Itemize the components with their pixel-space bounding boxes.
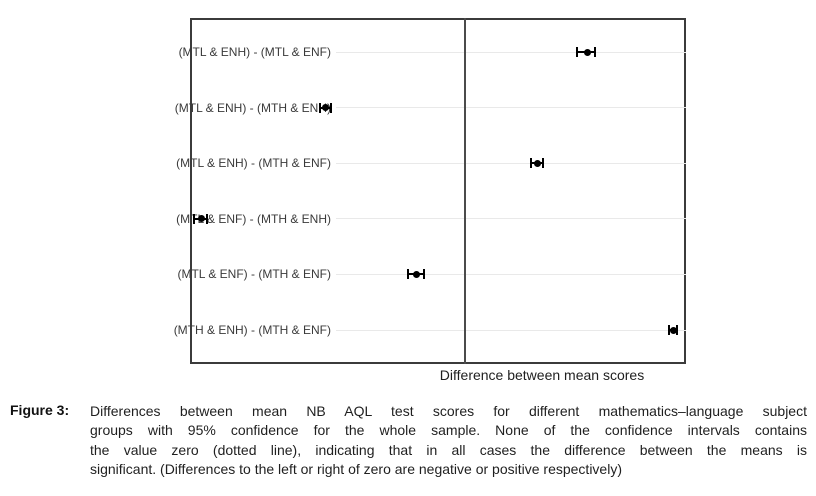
plot-area [190,18,686,364]
caption-line: Differences between mean NB AQL test sco… [90,403,807,419]
mean-dot [412,270,420,278]
ci-upper-cap [676,325,678,335]
row-label: (MTL & ENF) - (MTH & ENF) [177,267,331,282]
figure-caption-label: Figure 3: [10,402,70,418]
caption-line: groups with 95% confidence for the whole… [90,422,807,439]
ci-upper-cap [423,269,425,280]
ci-upper-cap [594,47,596,57]
mean-dot [669,326,677,334]
row-label: (MTL & ENF) - (MTH & ENH) [176,211,331,226]
ci-lower-cap [576,47,578,57]
figure-caption-text: Differences between mean NB AQL test sco… [90,402,807,480]
ci-lower-cap [530,158,532,169]
plot-border [190,18,686,364]
caption-line: the value zero (dotted line), indicating… [90,441,807,458]
ci-lower-cap [193,213,195,224]
caption-line: significant. (Differences to the left or… [90,461,622,478]
row-gridline [336,218,686,220]
mean-dot [583,48,591,56]
row-label: (MTL & ENH) - (MTH & ENH) [174,100,331,115]
ci-upper-cap [206,213,208,224]
ci-lower-cap [319,102,321,113]
ci-upper-cap [330,102,332,113]
mean-dot [533,159,541,167]
row-label: (MTH & ENH) - (MTH & ENF) [173,323,331,337]
ci-lower-cap [668,325,670,335]
row-label: (MTL & ENH) - (MTH & ENF) [176,156,331,171]
row-gridline [336,162,686,164]
ci-upper-cap [542,158,544,169]
zero-reference-line [464,18,466,364]
row-gridline [336,329,686,331]
ci-lower-cap [407,269,409,280]
mean-dot [197,215,205,223]
mean-dot [321,104,329,112]
row-gridline [336,273,686,275]
row-label: (MTL & ENH) - (MTL & ENF) [178,45,331,59]
x-axis-label: Difference between mean scores [439,367,645,383]
row-gridline [336,51,686,53]
row-gridline [336,107,686,109]
